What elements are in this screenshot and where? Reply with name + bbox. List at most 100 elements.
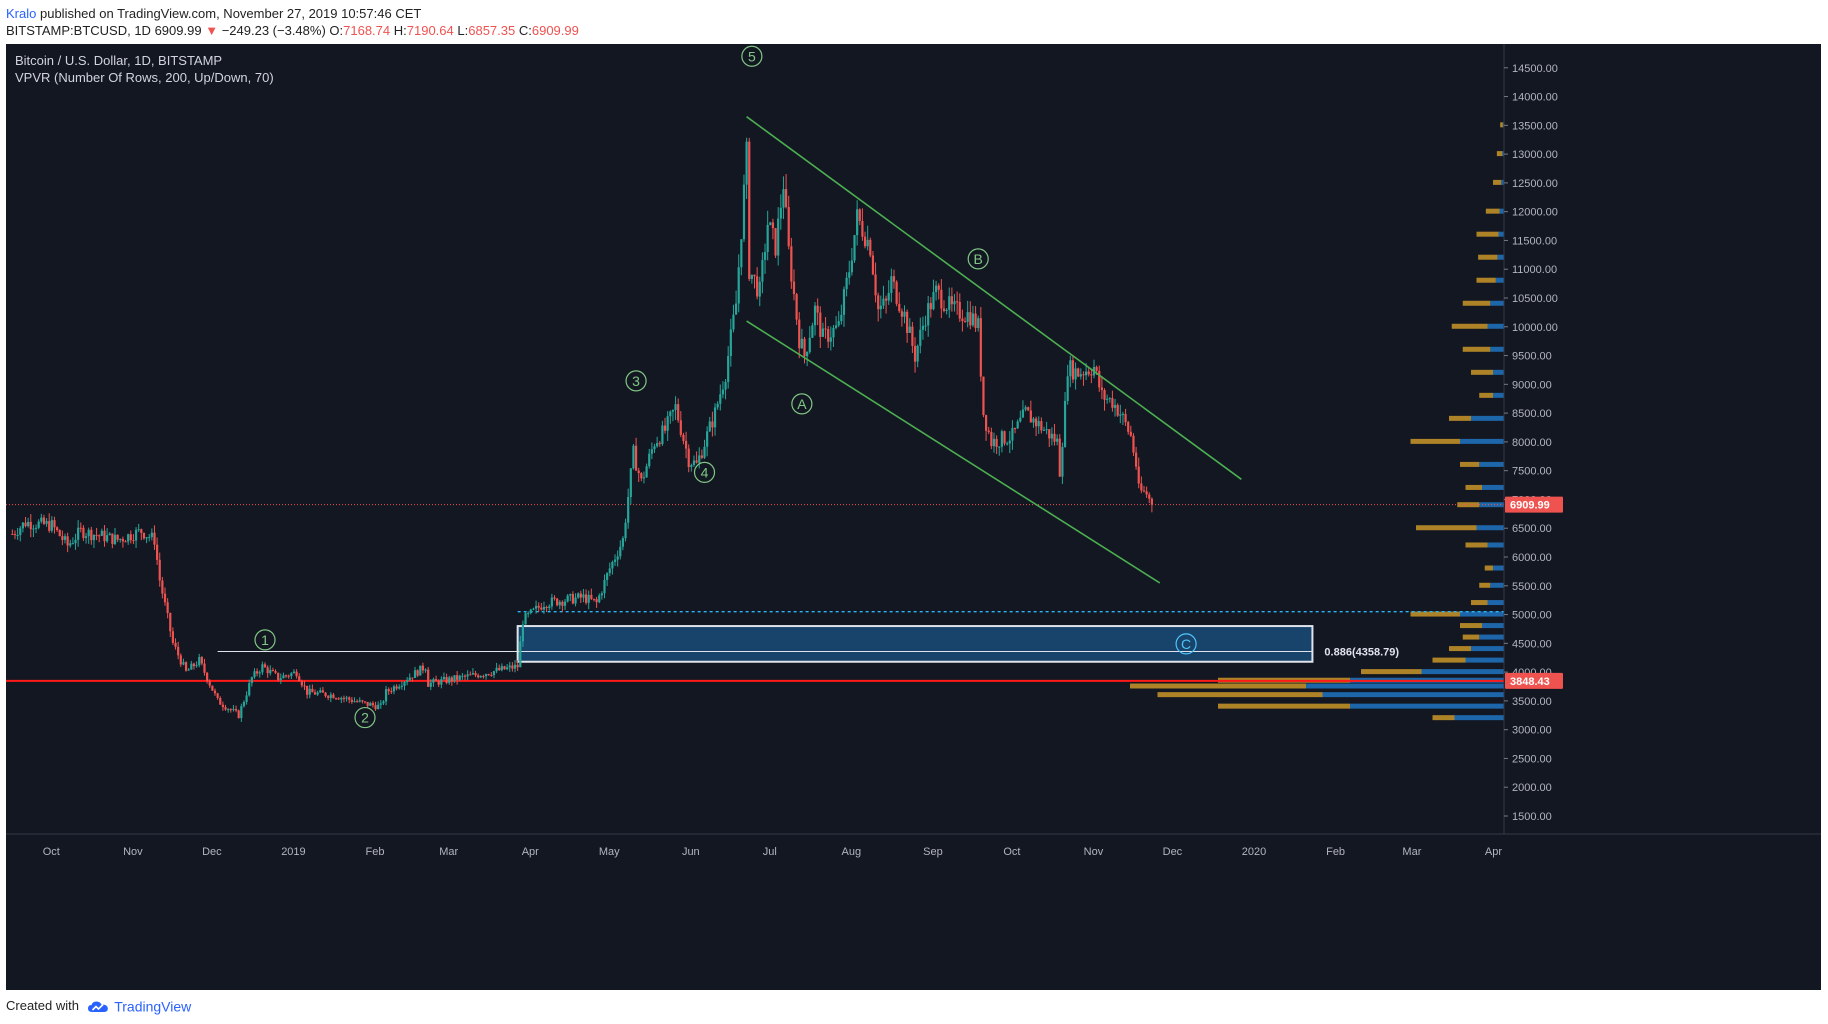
candle-body [982, 376, 985, 416]
fib-label: 0.886(4358.79) [1324, 646, 1399, 658]
candle-body [13, 534, 17, 536]
candle-body [913, 345, 917, 362]
volume-down-bar [1476, 231, 1499, 237]
chart-pane[interactable]: 0.886(4358.79) 1 2 3 4 5 A B C 1500.00 2000.00 25… [6, 44, 1821, 990]
candle-body [445, 677, 448, 683]
candle-body [458, 675, 461, 680]
volume-up-bar [1495, 277, 1504, 283]
candle-body [361, 700, 364, 702]
price-chart[interactable]: 0.886(4358.79) 1 2 3 4 5 A B C 1500.00 2000.00 25… [6, 44, 1821, 990]
volume-up-bar [1421, 669, 1504, 675]
volume-down-bar [1410, 611, 1460, 617]
close-label: C: [518, 23, 532, 38]
candle-body [903, 311, 906, 317]
candle-body [1132, 435, 1135, 453]
candle-body [884, 298, 888, 301]
candle-body [916, 345, 919, 362]
volume-up-bar [1501, 179, 1504, 185]
candle-body [82, 527, 85, 539]
candle-body [650, 449, 653, 454]
volume-down-bar [1130, 683, 1306, 689]
price-tick-label: 11000.00 [1512, 264, 1557, 276]
candle-body [121, 538, 124, 542]
candle-body [398, 686, 401, 689]
candle-body [1061, 446, 1064, 477]
candle-body [1034, 418, 1038, 427]
candle-body [690, 465, 693, 468]
candle-body [816, 305, 819, 313]
candle-body [921, 325, 925, 330]
candle-body [1077, 368, 1080, 377]
candle-body [437, 680, 440, 685]
indicator-label[interactable]: VPVR (Number Of Rows, 200, Up/Down, 70) [15, 70, 274, 85]
candle-body [1142, 490, 1146, 492]
candle-body [274, 671, 277, 673]
candle-body [606, 573, 609, 580]
candle-body [311, 688, 314, 693]
candle-body [395, 686, 398, 689]
candle-body [471, 673, 475, 675]
volume-up-bar [1350, 703, 1504, 709]
candle-body [519, 641, 522, 668]
candle-body [734, 303, 738, 315]
candle-body [416, 670, 419, 676]
candle-body [1113, 405, 1117, 408]
candle-body [569, 594, 572, 596]
candle-body [698, 455, 701, 463]
support-price-tag [1505, 672, 1563, 689]
candle-body [716, 403, 719, 408]
candle-body [898, 303, 901, 312]
volume-down-bar [1460, 623, 1482, 629]
candle-body [545, 606, 548, 609]
price-tick-label: 9000.00 [1512, 379, 1552, 391]
price-tick-label: 9500.00 [1512, 351, 1552, 363]
publish-line: Kralo published on TradingView.com, Nove… [6, 6, 421, 21]
high-value: 7190.64 [406, 23, 454, 38]
candle-body [724, 382, 727, 390]
candle-body [308, 688, 311, 695]
candle-body [845, 277, 848, 290]
candle-body [140, 529, 143, 533]
candle-body [587, 594, 590, 603]
volume-up-bar [1476, 525, 1504, 531]
candle-body [900, 311, 903, 317]
candle-body [290, 673, 293, 677]
author-link[interactable]: Kralo [6, 6, 37, 21]
candle-body [284, 675, 288, 677]
candle-body [56, 527, 59, 531]
candle-body [113, 534, 117, 544]
candle-body [156, 544, 159, 560]
candle-body [637, 470, 640, 474]
candle-body [934, 285, 938, 292]
candle-body [777, 218, 780, 256]
tradingview-brand[interactable]: TradingView [114, 998, 192, 1015]
volume-up-bar [1460, 438, 1504, 444]
price-tick-label: 8500.00 [1512, 408, 1552, 420]
time-tick-label: Oct [1003, 846, 1020, 858]
candle-body [745, 141, 748, 185]
candle-body [490, 674, 493, 676]
price-change: −249.23 (−3.48%) [221, 23, 326, 38]
price-tick-label: 2000.00 [1512, 782, 1552, 794]
volume-up-bar [1502, 151, 1504, 157]
price-tick-label: 5500.00 [1512, 581, 1552, 593]
candle-body [150, 532, 153, 538]
candle-body [584, 594, 588, 603]
target-zone: 0.886(4358.79) [217, 625, 1399, 663]
volume-up-bar [1493, 369, 1504, 375]
candle-body [98, 535, 101, 537]
candle-body [1148, 494, 1151, 499]
candle-body [103, 530, 106, 542]
open-value: 7168.74 [343, 23, 391, 38]
volume-up-bar [1487, 600, 1504, 606]
target-zone-box [516, 625, 1314, 663]
candle-body [966, 312, 969, 322]
candle-body [256, 671, 259, 674]
candle-body [356, 701, 359, 703]
candle-body [237, 710, 240, 719]
volume-up-bar [1493, 392, 1504, 398]
candle-body [850, 260, 853, 273]
candle-body [958, 301, 961, 319]
candle-body [795, 294, 798, 320]
candle-body [769, 222, 772, 225]
